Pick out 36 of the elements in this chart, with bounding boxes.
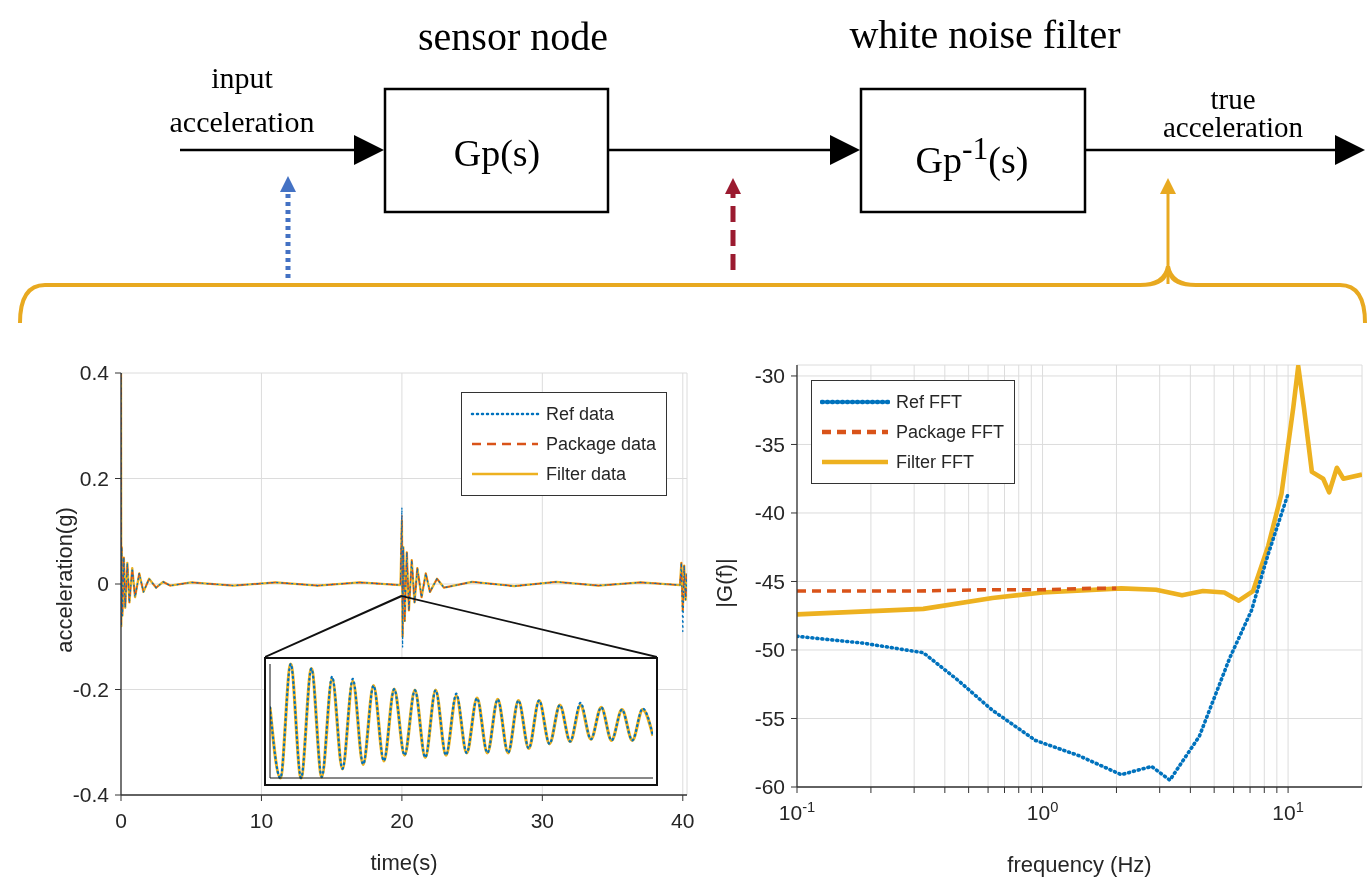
legend-label: Package FFT <box>896 421 1005 443</box>
x-axis-title: time(s) <box>369 850 439 876</box>
text: Gp(s) <box>452 131 542 176</box>
x-tick-label: 40 <box>671 808 695 832</box>
text: input acceleration <box>168 60 316 140</box>
x-tick-label: 30 <box>530 808 555 832</box>
x-tick-label: 10$^{0}$ <box>1026 798 1059 824</box>
legend-label: Ref FFT <box>896 391 962 413</box>
y-tick-label: -50 <box>754 638 785 662</box>
y-tick-label: -55 <box>754 706 785 730</box>
x-tick-label: 10$^{1}$ <box>1272 798 1304 824</box>
legend-label: Filter data <box>545 463 626 485</box>
y-tick-label: -35 <box>754 432 785 456</box>
y-tick-label: 0.2 <box>79 466 109 490</box>
y-tick-label: -30 <box>754 364 785 388</box>
y-tick-label: -45 <box>754 569 785 593</box>
y-axis-title: |G(f)| <box>712 558 738 608</box>
y-tick-label: 0.4 <box>79 361 110 385</box>
x-tick-label: 10$^{-1}$ <box>778 798 816 824</box>
y-axis-title: acceleration(g) <box>52 507 78 653</box>
y-tick-label: -0.4 <box>72 783 110 807</box>
x-tick-label: 20 <box>390 808 414 832</box>
text: sensor node <box>417 13 609 61</box>
x-tick-label: 0 <box>115 808 127 832</box>
text: white noise filter <box>848 11 1122 59</box>
y-tick-label: -0.2 <box>72 677 109 701</box>
y-tick-label: 0 <box>97 572 109 596</box>
text: Gp$^{-1}$(s) <box>914 130 1030 183</box>
legend-label: Filter FFT <box>896 451 974 473</box>
legend-label: Ref data <box>545 403 614 425</box>
legend-label: Package data <box>545 433 656 455</box>
y-tick-label: -40 <box>754 501 785 525</box>
text: true acceleration <box>1161 83 1305 143</box>
x-axis-title: frequency (Hz) <box>1006 852 1153 878</box>
y-tick-label: -60 <box>754 775 785 799</box>
x-tick-label: 10 <box>249 808 274 832</box>
